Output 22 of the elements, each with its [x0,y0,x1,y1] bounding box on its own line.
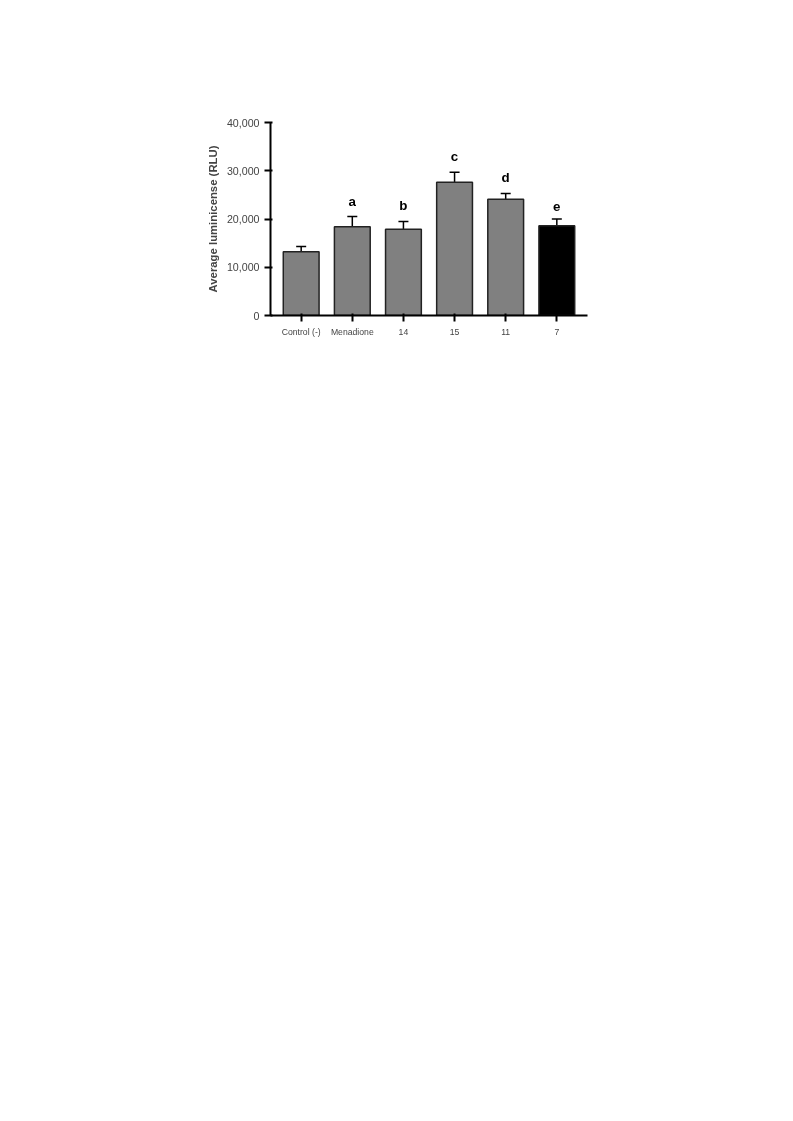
bar [333,225,371,316]
bar [282,251,320,316]
bar [384,228,423,316]
x-tick-label: 7 [554,326,560,337]
annotation: d [501,170,510,186]
annotation: a [348,193,357,209]
annotation: e [553,199,561,214]
bar [435,181,474,316]
x-tick-label: 11 [501,326,511,337]
x-tick-label: 15 [449,326,460,337]
x-tick-label: Control (-) [281,326,321,337]
y-tick-label: 10,000 [226,261,260,274]
y-tick-label: 20,000 [226,213,260,225]
y-tick-label: 40,000 [226,116,260,129]
y-axis-title: Average luminicense (RLU) [206,145,219,293]
y-tick-label: 30,000 [226,164,260,177]
x-tick-label: Menadione [330,326,374,337]
x-tick-label: 14 [398,326,409,337]
y-tick-label: 0 [253,309,260,322]
annotation: b [399,198,408,214]
bar [487,198,525,316]
annotation: c [450,149,459,165]
